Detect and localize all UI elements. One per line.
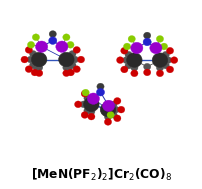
Circle shape [81,112,88,118]
Circle shape [58,52,74,67]
Circle shape [29,50,37,57]
Circle shape [87,108,95,115]
Circle shape [149,42,161,54]
Circle shape [73,46,80,53]
Circle shape [35,64,43,71]
Circle shape [170,57,177,64]
Circle shape [71,56,78,63]
Circle shape [35,70,43,77]
Circle shape [25,46,32,53]
Circle shape [35,41,47,52]
Circle shape [122,57,129,64]
Circle shape [143,32,150,39]
Circle shape [112,106,119,113]
Circle shape [83,107,91,114]
Circle shape [120,66,127,73]
Circle shape [87,113,95,120]
Circle shape [156,36,163,42]
Circle shape [152,53,167,67]
Circle shape [142,38,150,46]
Circle shape [31,52,47,67]
Circle shape [56,41,68,52]
Circle shape [161,51,168,58]
Circle shape [27,41,35,48]
Circle shape [104,119,111,125]
Circle shape [120,47,127,54]
Circle shape [25,66,32,73]
Circle shape [21,56,28,63]
Circle shape [82,89,89,96]
Circle shape [113,115,120,122]
Circle shape [165,47,173,54]
Circle shape [156,64,163,71]
Circle shape [66,41,74,48]
Circle shape [96,83,104,90]
Circle shape [83,95,91,101]
Circle shape [77,56,84,63]
Circle shape [48,37,57,44]
Circle shape [81,90,88,97]
Circle shape [73,66,80,73]
Circle shape [102,100,114,112]
Circle shape [117,106,124,113]
Circle shape [68,50,76,57]
Circle shape [65,64,72,70]
Circle shape [164,57,171,64]
Circle shape [116,57,123,64]
Circle shape [68,62,76,69]
Circle shape [161,62,168,69]
Circle shape [33,64,40,70]
Circle shape [87,93,99,104]
Circle shape [113,98,120,104]
Circle shape [62,64,70,71]
Circle shape [109,111,117,118]
Circle shape [104,113,111,120]
Circle shape [62,34,70,41]
Circle shape [124,62,132,69]
Circle shape [109,101,117,108]
Circle shape [123,43,130,50]
Circle shape [130,42,142,54]
Circle shape [74,101,81,108]
Circle shape [106,112,114,118]
Circle shape [165,66,173,73]
Circle shape [49,31,56,37]
Circle shape [160,43,167,50]
Circle shape [27,56,34,63]
Circle shape [80,101,87,108]
Circle shape [130,70,137,77]
Circle shape [83,97,99,112]
Circle shape [96,88,104,96]
Circle shape [62,70,70,77]
Circle shape [32,34,39,41]
Circle shape [126,53,141,67]
Circle shape [124,51,132,58]
Circle shape [127,36,135,42]
Circle shape [143,63,150,70]
Circle shape [130,64,137,71]
Circle shape [143,69,150,76]
Circle shape [67,69,74,76]
Circle shape [100,102,115,117]
Circle shape [156,70,163,77]
Text: [MeN(PF$_2$)$_2$]Cr$_2$(CO)$_8$: [MeN(PF$_2$)$_2$]Cr$_2$(CO)$_8$ [31,167,171,183]
Circle shape [31,69,38,76]
Circle shape [29,62,37,69]
